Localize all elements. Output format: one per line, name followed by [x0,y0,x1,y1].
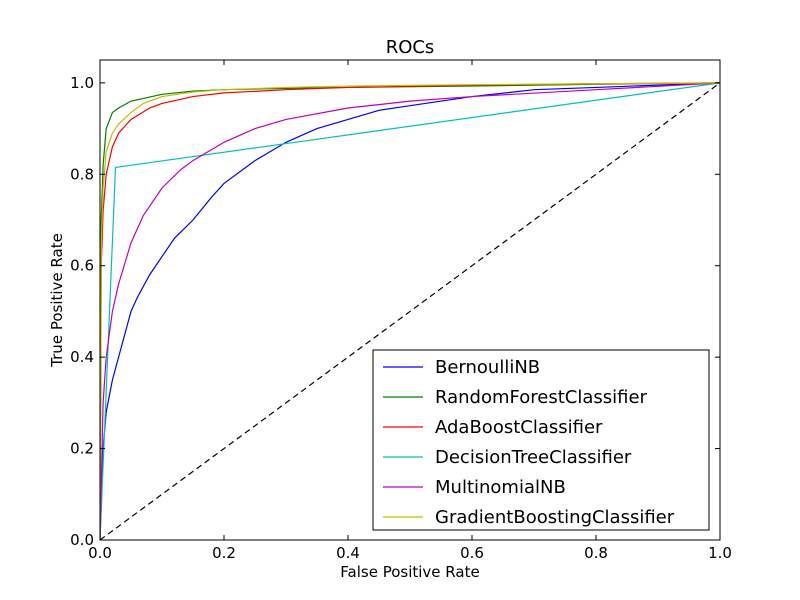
legend: BernoulliNB RandomForestClassifier AdaBoos… [372,349,710,531]
reference-diagonal-line [100,82,720,540]
series-line-decisiontreeclassifier [100,82,720,540]
series-line-randomforestclassifier [100,82,720,540]
x-axis-label: False Positive Rate [340,563,479,581]
legend-label: DecisionTreeClassifier [435,447,632,468]
y-tick-label: 0.6 [70,257,94,275]
x-tick-label: 0.4 [336,544,360,562]
y-tick-label: 0.0 [70,531,94,549]
x-tick-label: 0.8 [584,544,608,562]
legend-label: GradientBoostingClassifier [435,507,675,528]
plot-frame [99,59,721,541]
x-tick-label: 0.2 [212,544,236,562]
y-tick-label: 1.0 [70,74,94,92]
legend-label: BernoulliNB [435,357,540,378]
y-tick-label: 0.2 [70,440,94,458]
x-tick-label: 1.0 [708,544,732,562]
series-line-gradientboostingclassifier [100,82,720,540]
chart-title: ROCs [386,37,435,58]
x-tick-label: 0.0 [88,544,112,562]
axes-layer: 0.0 0.2 0.4 0.6 0.8 1.0 0.0 0.2 0.4 0.6 0.8 1.0 [70,59,732,562]
series-layer [100,82,720,540]
y-axis-label: True Positive Rate [48,233,66,368]
legend-box [372,349,710,531]
legend-label: RandomForestClassifier [435,387,648,408]
series-line-adaboostclassifier [100,82,720,540]
legend-label: AdaBoostClassifier [435,417,603,438]
y-tick-label: 0.8 [70,165,94,183]
x-tick-label: 0.6 [460,544,484,562]
series-line-multinomialnb [100,82,720,540]
y-tick-label: 0.4 [70,348,94,366]
legend-label: MultinomialNB [435,477,566,498]
